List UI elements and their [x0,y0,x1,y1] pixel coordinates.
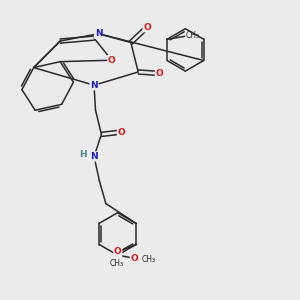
Text: O: O [130,254,138,262]
Text: O: O [118,128,125,136]
Text: O: O [155,69,163,78]
Text: N: N [90,81,98,90]
Text: O: O [108,56,116,65]
Text: O: O [143,23,151,32]
Text: O: O [114,248,122,256]
Text: CH₃: CH₃ [142,255,156,264]
Text: H: H [79,150,87,159]
Text: CH₃: CH₃ [109,259,123,268]
Text: CH₃: CH₃ [186,31,200,40]
Text: N: N [95,29,102,38]
Text: N: N [90,152,98,161]
